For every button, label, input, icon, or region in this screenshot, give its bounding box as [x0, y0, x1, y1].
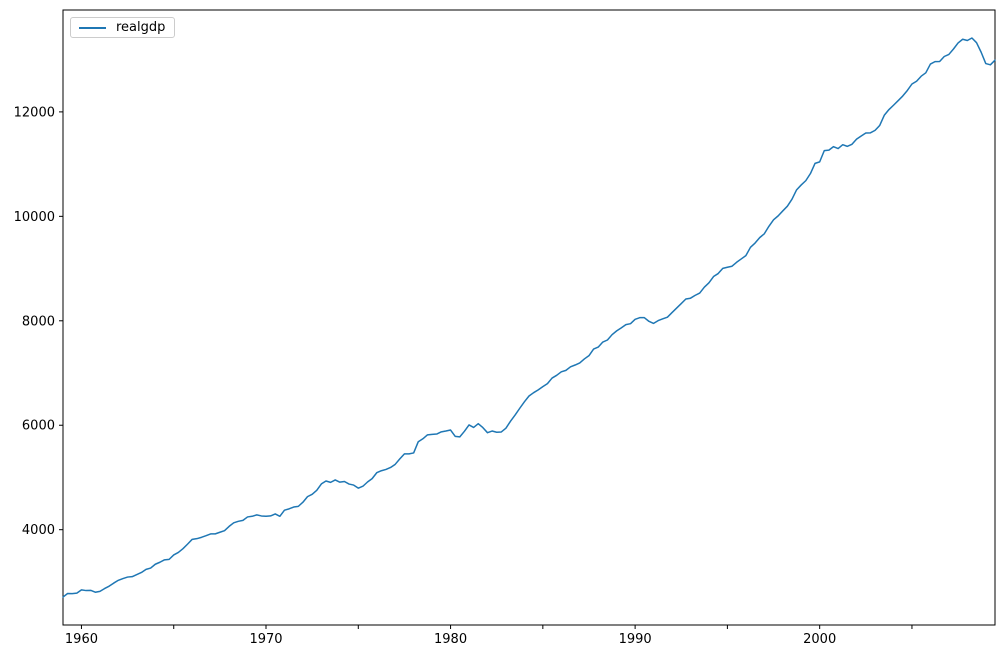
x-tick-label: 1990 [619, 632, 652, 647]
y-tick-label: 8000 [22, 314, 55, 329]
legend: realgdp [70, 17, 176, 38]
x-tick-label: 2000 [803, 632, 836, 647]
realgdp-line [62, 37, 996, 598]
y-tick-label: 12000 [14, 105, 55, 120]
plot-border [62, 9, 996, 626]
legend-label: realgdp [116, 20, 166, 35]
x-tick-label: 1980 [434, 632, 467, 647]
y-tick-label: 4000 [22, 523, 55, 538]
legend-line-sample [79, 26, 106, 29]
x-tick-label: 1970 [249, 632, 282, 647]
y-tick-label: 6000 [22, 419, 55, 434]
y-tick-label: 10000 [14, 210, 55, 225]
x-tick-label: 1960 [65, 632, 98, 647]
